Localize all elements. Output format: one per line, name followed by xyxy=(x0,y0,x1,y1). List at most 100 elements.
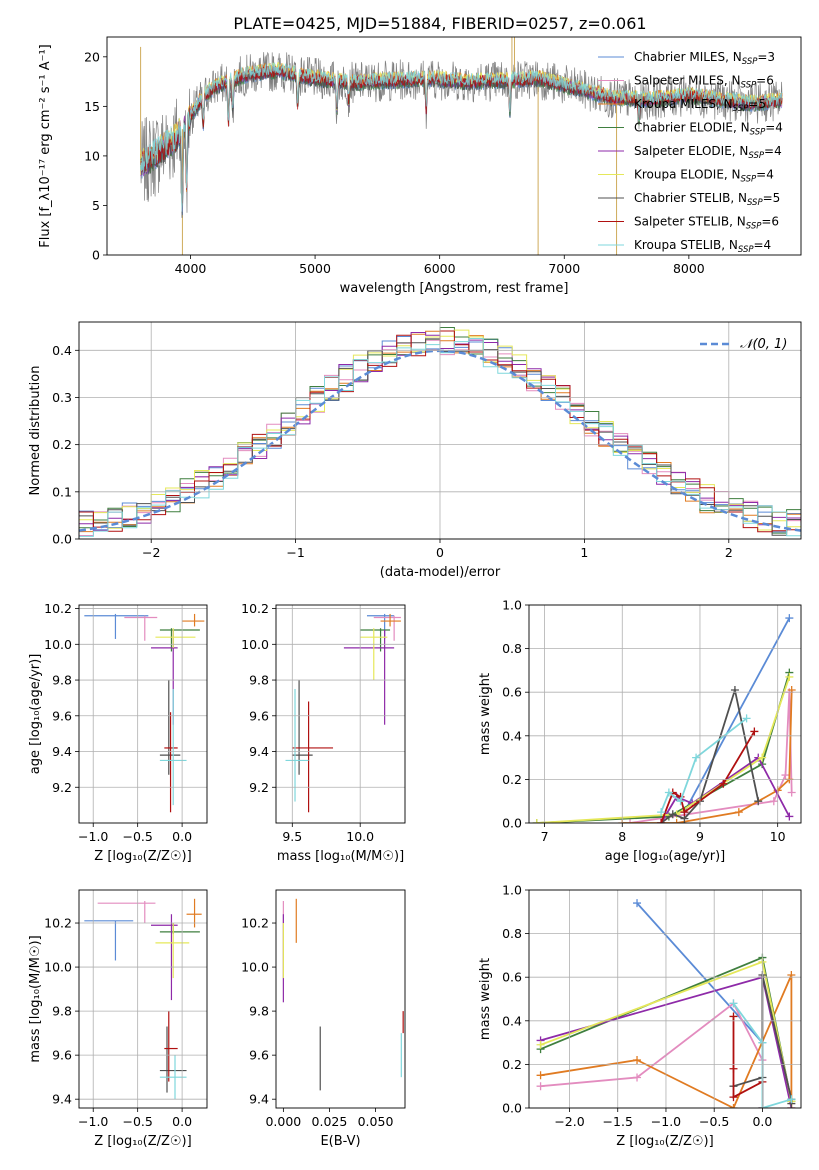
panel-weight_vs_Z: −2.0 −1.5 −1.0 −0.5 0.0 0.0 0.2 0.4 0.6 0.8 1.0 Z [… xyxy=(478,883,802,1149)
spectrum-plot-area xyxy=(140,37,783,255)
x-axis-label: mass [log₁₀(M/M☉)] xyxy=(277,849,404,864)
axes-frame xyxy=(275,604,406,824)
x-tick-label: 10 xyxy=(770,829,786,844)
y-tick-label: 15 xyxy=(84,99,100,114)
errorbar-stelib_salpeter xyxy=(292,701,334,813)
weight-marker-miles_chabrier xyxy=(785,614,794,623)
y-tick-label: 9.6 xyxy=(52,708,72,723)
weight-line-miles_salpeter xyxy=(629,692,793,823)
y-axis-label: mass [log₁₀(M/M☉)] xyxy=(28,935,43,1062)
weight-line-stelib_salpeter xyxy=(660,730,756,823)
residual-legend: 𝒩(0, 1) xyxy=(700,337,787,352)
y-tick-label: 0.3 xyxy=(52,390,72,405)
legend-entry: Salpeter ELODIE, NSSP=4 xyxy=(634,144,782,161)
weight-marker-miles_kroupa xyxy=(734,808,743,817)
weight-marker-elodie_kroupa xyxy=(758,753,767,762)
y-tick-label: 9.2 xyxy=(249,780,269,795)
weight-marker-stelib_salpeter xyxy=(729,1093,738,1102)
x-tick-label: 2 xyxy=(725,545,733,560)
x-tick-label: −0.5 xyxy=(122,829,152,844)
y-tick-label: 9.2 xyxy=(52,780,72,795)
x-tick-label: 0.025 xyxy=(312,1114,348,1129)
errorbar-miles_kroupa xyxy=(380,613,401,627)
y-tick-label: 0.6 xyxy=(502,970,522,985)
x-axis-label: wavelength [Angstrom, rest frame] xyxy=(340,281,569,296)
age_vs_Z-plot-area xyxy=(84,613,205,813)
y-tick-label: 0 xyxy=(92,248,100,263)
weight-marker-stelib_kroupa xyxy=(729,999,738,1008)
y-tick-label: 0.8 xyxy=(502,641,522,656)
weight-marker-elodie_kroupa xyxy=(536,1040,545,1049)
errorbar-miles_salpeter xyxy=(373,615,401,641)
panel-age_vs_Z: −1.0 −0.5 0.0 9.2 9.4 9.6 9.8 10.0 10.2 Z [log₁₀(… xyxy=(28,601,208,864)
weight-line-elodie_salpeter xyxy=(660,756,791,823)
panel-spectrum: 4000 5000 6000 7000 8000 0 5 10 15 20 wavelength [… xyxy=(38,36,802,296)
legend-entry: Salpeter STELIB, NSSP=6 xyxy=(634,215,779,232)
x-tick-label: 1 xyxy=(580,545,588,560)
panel-age_vs_mass: 9.5 10.0 9.2 9.4 9.6 9.8 10.0 10.2 mass [log₁₀(M… xyxy=(241,601,406,864)
weight-marker-miles_salpeter xyxy=(787,788,796,797)
panel-weight_vs_age: 7 8 9 10 0.0 0.2 0.4 0.6 0.8 1.0 age [log₁₀(age/yr… xyxy=(478,598,802,864)
weight-marker-elodie_kroupa xyxy=(532,819,541,823)
weight-marker-stelib_chabrier xyxy=(668,810,677,819)
axes-frame xyxy=(275,889,406,1109)
weight-marker-stelib_salpeter xyxy=(719,779,728,788)
mass_vs_ebv-plot-area xyxy=(282,898,404,1091)
x-tick-label: −1.0 xyxy=(651,1114,681,1129)
y-tick-label: 0.2 xyxy=(52,437,72,452)
x-tick-label: 6000 xyxy=(424,261,456,276)
weight-marker-miles_kroupa xyxy=(787,686,796,695)
y-tick-label: 0.4 xyxy=(52,343,72,358)
x-tick-label: 7000 xyxy=(548,261,580,276)
weight-marker-stelib_salpeter xyxy=(729,1064,738,1073)
y-axis-label: age [log₁₀(age/yr)] xyxy=(28,654,43,775)
weight-line-stelib_chabrier xyxy=(660,686,760,823)
y-tick-label: 10.0 xyxy=(241,960,269,975)
y-tick-label: 9.6 xyxy=(249,708,269,723)
panel-residuals: −2 −1 0 1 2 0.0 0.1 0.2 0.3 0.4 (data-model)/error… xyxy=(28,321,802,580)
y-axis-label: mass weight xyxy=(478,673,493,755)
y-tick-label: 9.8 xyxy=(52,1004,72,1019)
weight-line-elodie_chabrier xyxy=(536,672,791,823)
y-tick-label: 1.0 xyxy=(502,598,522,613)
weight-marker-miles_salpeter xyxy=(769,797,778,806)
y-tick-label: 0.0 xyxy=(52,532,72,547)
weight-marker-miles_salpeter xyxy=(633,1073,642,1082)
panel-mass_vs_ebv: 0.000 0.025 0.050 9.4 9.6 9.8 10.0 10.2 E(B-V) xyxy=(241,889,406,1149)
axes-frame xyxy=(78,321,802,540)
mass_vs_Z-plot-area xyxy=(84,898,202,1100)
x-tick-label: −0.5 xyxy=(699,1114,729,1129)
weight-marker-stelib_kroupa xyxy=(664,788,673,797)
errorbar-stelib_salpeter xyxy=(164,712,178,813)
y-tick-label: 10 xyxy=(84,148,100,163)
errorbar-miles_salpeter xyxy=(97,901,156,924)
spectrum-model-stelib_kroupa xyxy=(140,62,783,212)
legend-entry: Chabrier MILES, NSSP=3 xyxy=(634,50,775,67)
weight-marker-miles_salpeter xyxy=(781,771,790,780)
y-tick-label: 9.4 xyxy=(52,744,72,759)
x-tick-label: 10.0 xyxy=(346,829,374,844)
errorbar-elodie_kroupa xyxy=(360,628,388,681)
legend-entry: Kroupa STELIB, NSSP=4 xyxy=(634,238,771,255)
figure-title: PLATE=0425, MJD=51884, FIBERID=0257, z=0… xyxy=(233,14,646,33)
y-tick-label: 10.0 xyxy=(241,637,269,652)
y-tick-label: 0.0 xyxy=(502,1101,522,1116)
x-tick-label: −1.5 xyxy=(603,1114,633,1129)
weight-marker-miles_kroupa xyxy=(787,971,796,980)
y-tick-label: 9.6 xyxy=(52,1048,72,1063)
weight-line-miles_kroupa xyxy=(540,974,793,1108)
y-tick-label: 10.2 xyxy=(241,916,269,931)
y-tick-label: 1.0 xyxy=(502,883,522,898)
weight-line-miles_salpeter xyxy=(540,1002,764,1108)
x-tick-label: 9.5 xyxy=(282,829,302,844)
panel-mass_vs_Z: −1.0 −0.5 0.0 9.4 9.6 9.8 10.0 10.2 Z [log₁₀(Z/Z… xyxy=(28,889,208,1149)
x-tick-label: 7 xyxy=(541,829,549,844)
legend-entry: Chabrier STELIB, NSSP=5 xyxy=(634,191,780,208)
weight-marker-miles_kroupa xyxy=(633,1056,642,1065)
age_vs_mass-plot-area xyxy=(285,613,401,813)
x-axis-label: E(B-V) xyxy=(320,1134,360,1149)
y-tick-label: 0.4 xyxy=(502,728,522,743)
x-tick-label: 9 xyxy=(696,829,704,844)
weight-line-elodie_kroupa xyxy=(536,676,791,823)
